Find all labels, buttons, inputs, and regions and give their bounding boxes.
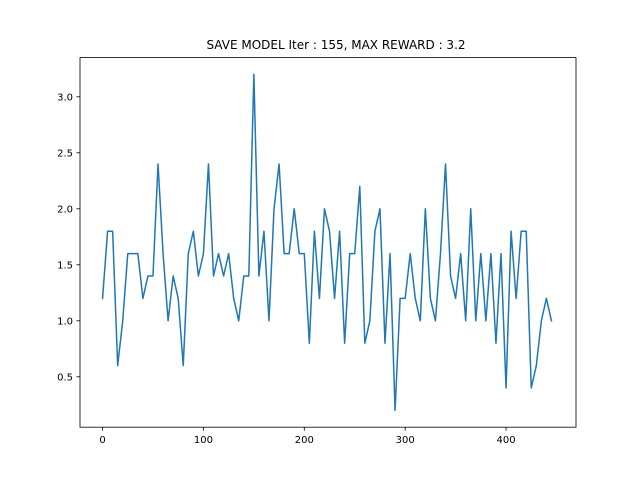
y-tick-label: 0.5 xyxy=(57,372,73,383)
y-tick-label: 2.5 xyxy=(57,148,73,159)
y-tick-label: 1.0 xyxy=(57,316,73,327)
x-tick-label: 0 xyxy=(99,435,105,446)
y-tick-label: 1.5 xyxy=(57,260,73,271)
y-tick-label: 3.0 xyxy=(57,92,73,103)
plot-area-frame xyxy=(79,57,577,428)
series-layer xyxy=(101,73,553,412)
y-tick-label: 2.0 xyxy=(57,204,73,215)
series-line-0 xyxy=(101,73,553,412)
y-axis-ticks: 0.5 1.0 1.5 2.0 2.5 3.0 xyxy=(57,92,80,383)
x-tick-label: 400 xyxy=(496,435,515,446)
x-tick-label: 100 xyxy=(194,435,213,446)
x-axis-ticks: 0 100 200 300 400 xyxy=(99,427,516,446)
x-tick-label: 300 xyxy=(396,435,415,446)
x-tick-label: 200 xyxy=(295,435,314,446)
chart-title: SAVE MODEL Iter : 155, MAX REWARD : 3.2 xyxy=(206,38,465,52)
